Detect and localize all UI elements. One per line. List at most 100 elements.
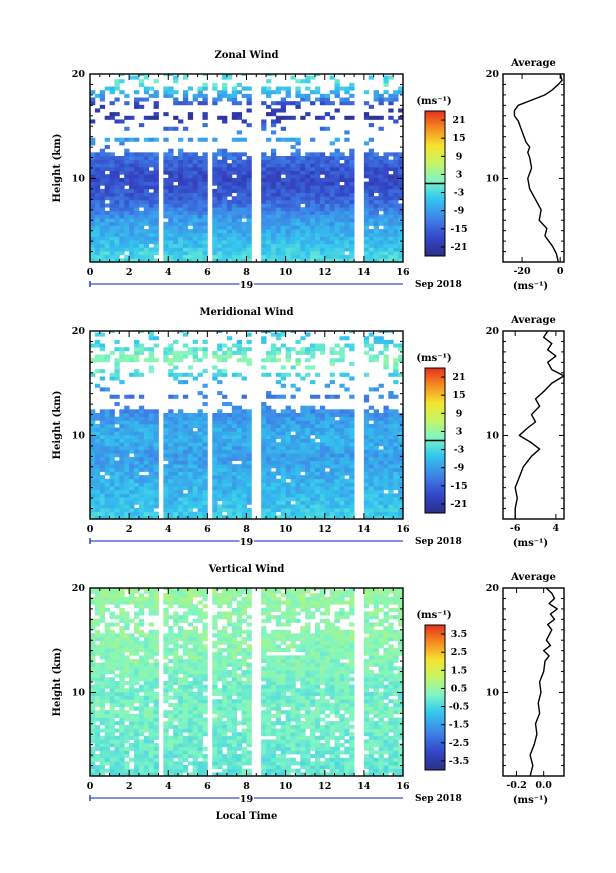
heatmap-cell <box>241 471 247 476</box>
heatmap-cell <box>143 497 150 502</box>
heatmap-cell <box>94 214 101 219</box>
heatmap-cell <box>222 152 228 157</box>
heatmap-cell <box>119 600 125 605</box>
heatmap-cell <box>266 214 272 219</box>
heatmap-cell <box>202 427 208 432</box>
heatmap-cell <box>261 405 267 410</box>
heatmap-cell <box>393 438 399 443</box>
heatmap-cell <box>148 225 154 230</box>
heatmap-cell <box>236 372 243 377</box>
heatmap-cell <box>153 170 159 175</box>
heatmap-cell <box>192 214 198 219</box>
heatmap-cell <box>295 188 301 193</box>
heatmap-cell <box>314 170 321 175</box>
heatmap-cell <box>305 192 311 197</box>
heatmap-cell <box>143 218 150 223</box>
heatmap-cell <box>266 427 272 432</box>
heatmap-cell <box>212 489 218 494</box>
heatmap-cell <box>192 515 198 520</box>
heatmap-cell <box>182 478 189 483</box>
heatmap-cell <box>280 500 287 505</box>
heatmap-cell <box>388 511 394 516</box>
heatmap-cell <box>368 423 375 429</box>
heatmap-cell <box>329 170 335 175</box>
heatmap-cell <box>119 199 125 204</box>
heatmap-cell <box>270 251 277 256</box>
heatmap-cell <box>124 438 130 443</box>
heatmap-cell <box>285 486 291 491</box>
heatmap-cell <box>329 423 335 429</box>
heatmap-cell <box>109 633 115 638</box>
heatmap-cell <box>344 460 350 465</box>
heatmap-cell <box>148 500 154 505</box>
heatmap-cell <box>99 508 106 513</box>
heatmap-cell <box>388 108 394 113</box>
heatmap-cell <box>124 420 130 425</box>
heatmap-cell <box>324 456 331 461</box>
heatmap-cell <box>300 486 306 491</box>
heatmap-cell <box>280 203 287 208</box>
heatmap-cell <box>124 596 130 601</box>
heatmap-cell <box>187 192 194 197</box>
heatmap-cell <box>324 475 331 480</box>
heatmap-cell <box>363 453 370 458</box>
heatmap-cell <box>94 508 101 513</box>
heatmap-cell <box>290 152 296 157</box>
heatmap-cell <box>319 155 326 161</box>
heatmap-cell <box>305 251 311 256</box>
heatmap-cell <box>178 420 184 425</box>
heatmap-cell <box>134 192 140 197</box>
heatmap-cell <box>368 236 375 241</box>
heatmap-cell <box>114 225 120 230</box>
heatmap-cell <box>124 695 130 700</box>
x-tick-label: 6 <box>204 524 211 535</box>
heatmap-cell <box>197 431 203 436</box>
heatmap-cell <box>143 482 150 487</box>
heatmap-cell <box>334 155 340 161</box>
heatmap-cell <box>109 772 115 777</box>
heatmap-cell <box>295 152 301 157</box>
heatmap-cell <box>90 247 96 252</box>
heatmap-cell <box>138 166 145 172</box>
heatmap-cell <box>231 258 238 263</box>
heatmap-cell <box>373 486 379 491</box>
heatmap-cell <box>305 218 311 223</box>
heatmap-cell <box>226 236 233 241</box>
heatmap-cell <box>222 427 228 432</box>
heatmap-cell <box>295 196 301 201</box>
heatmap-cell <box>280 486 287 491</box>
heatmap-cell <box>388 489 394 494</box>
heatmap-cell <box>236 405 243 410</box>
heatmap-cell <box>163 192 169 197</box>
heatmap-cell <box>261 90 267 95</box>
heatmap-cell <box>231 486 238 491</box>
heatmap-cell <box>143 434 150 439</box>
heatmap-cell <box>266 391 272 396</box>
heatmap-cell <box>334 460 340 465</box>
heatmap-cell <box>319 192 326 197</box>
heatmap-cell <box>134 669 140 675</box>
heatmap-cell <box>114 765 120 770</box>
heatmap-cell <box>241 232 247 237</box>
heatmap-cell <box>124 600 130 605</box>
heatmap-cell <box>270 174 277 179</box>
heatmap-cell <box>344 225 350 230</box>
heatmap-cell <box>314 486 321 491</box>
heatmap-cell <box>310 365 316 370</box>
heatmap-cell <box>153 232 159 237</box>
heatmap-cell <box>163 434 169 439</box>
heatmap-cell <box>241 137 247 142</box>
heatmap-cell <box>124 434 130 439</box>
heatmap-cell <box>246 236 252 241</box>
heatmap-cell <box>168 210 174 215</box>
heatmap-cell <box>300 423 306 429</box>
heatmap-cell <box>266 482 272 487</box>
heatmap-cell <box>246 493 252 498</box>
heatmap-cell <box>363 210 370 215</box>
heatmap-cell <box>305 112 311 117</box>
heatmap-cell <box>334 163 340 168</box>
heatmap-cell <box>300 475 306 480</box>
heatmap-cell <box>314 192 321 197</box>
heatmap-cell <box>90 199 96 204</box>
heatmap-cell <box>114 199 120 204</box>
